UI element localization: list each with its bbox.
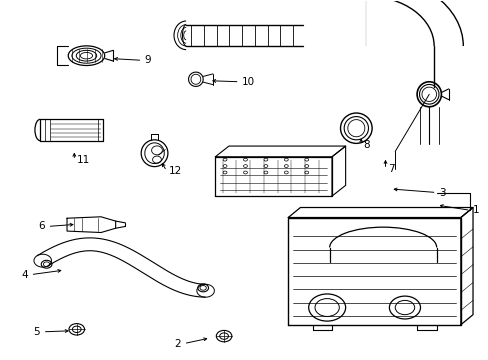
Text: 5: 5 — [34, 327, 40, 337]
Text: 12: 12 — [169, 166, 182, 176]
Text: 9: 9 — [144, 55, 151, 65]
Text: 11: 11 — [77, 156, 90, 165]
Text: 6: 6 — [39, 221, 45, 231]
Text: 1: 1 — [472, 205, 479, 215]
Text: 4: 4 — [21, 270, 28, 280]
Text: 8: 8 — [363, 140, 369, 150]
Text: 2: 2 — [174, 339, 181, 348]
Text: 10: 10 — [242, 77, 255, 87]
Text: 7: 7 — [387, 164, 394, 174]
Text: 3: 3 — [438, 188, 445, 198]
